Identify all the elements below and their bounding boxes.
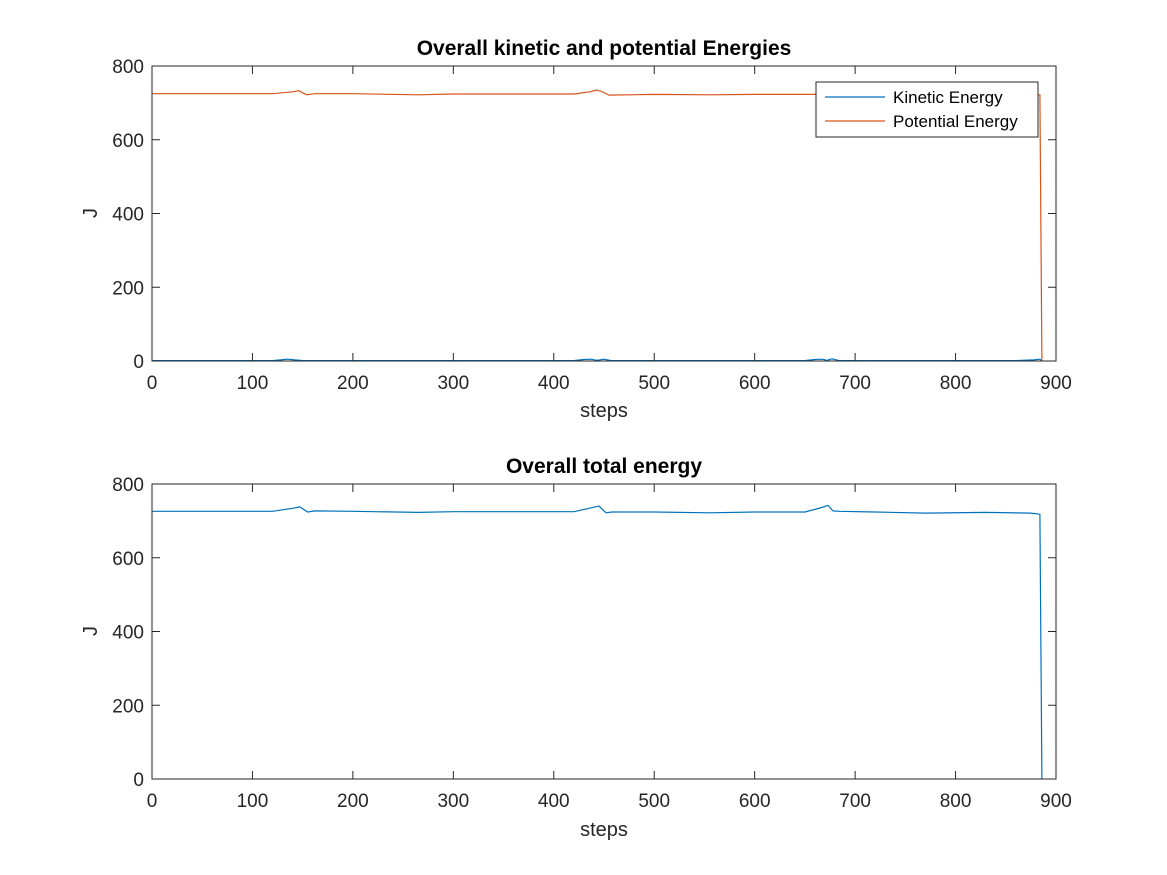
y-axis-label: J — [80, 626, 102, 636]
x-tick-label: 800 — [940, 791, 972, 812]
x-tick-label: 700 — [839, 373, 871, 394]
x-tick-label: 500 — [638, 373, 670, 394]
x-tick-label: 100 — [237, 791, 269, 812]
chart-title: Overall total energy — [506, 455, 702, 478]
series-line-0 — [152, 504, 1043, 780]
x-tick-label: 300 — [437, 373, 469, 394]
total-energy-plot: Overall total energy 0 100 200 300 400 500 600… — [80, 455, 1072, 841]
plot-area — [152, 484, 1056, 779]
y-tick-label: 800 — [112, 475, 144, 496]
x-tick-label: 0 — [147, 373, 158, 394]
y-tick-label: 600 — [112, 131, 144, 152]
legend-label-potential: Potential Energy — [893, 112, 1018, 131]
x-axis-label: steps — [580, 819, 628, 841]
legend-label-kinetic: Kinetic Energy — [893, 88, 1003, 107]
x-tick-label: 400 — [538, 791, 570, 812]
x-tick-label: 500 — [638, 791, 670, 812]
y-tick-label: 0 — [133, 352, 144, 373]
x-tick-label: 600 — [739, 373, 771, 394]
x-tick-label: 400 — [538, 373, 570, 394]
x-tick-label: 300 — [437, 791, 469, 812]
x-tick-label: 200 — [337, 791, 369, 812]
chart-title: Overall kinetic and potential Energies — [417, 37, 792, 60]
x-tick-label: 700 — [839, 791, 871, 812]
x-axis-label: steps — [580, 400, 628, 422]
y-tick-label: 0 — [133, 770, 144, 791]
y-tick-label: 600 — [112, 549, 144, 570]
legend-box — [815, 81, 1039, 138]
series-lines — [152, 504, 1043, 780]
y-axis-label: J — [80, 208, 102, 218]
y-tick-label: 200 — [112, 696, 144, 717]
y-axis-ticks: 0 200 400 600 800 — [112, 57, 1056, 373]
x-axis-ticks: 0 100 200 300 400 500 600 700 800 900 — [147, 484, 1072, 812]
legend: Kinetic Energy Potential Energy — [815, 81, 1039, 138]
y-tick-label: 400 — [112, 205, 144, 226]
x-axis-ticks: 0 100 200 300 400 500 600 700 800 900 — [147, 66, 1072, 394]
x-tick-label: 600 — [739, 791, 771, 812]
y-tick-label: 400 — [112, 623, 144, 644]
y-tick-label: 200 — [112, 278, 144, 299]
x-tick-label: 800 — [940, 373, 972, 394]
y-axis-ticks: 0 200 400 600 800 — [112, 475, 1056, 791]
x-tick-label: 200 — [337, 373, 369, 394]
x-tick-label: 900 — [1040, 373, 1072, 394]
x-tick-label: 900 — [1040, 791, 1072, 812]
energy-components-plot: Overall kinetic and potential Energies 0… — [80, 37, 1072, 422]
y-tick-label: 800 — [112, 57, 144, 78]
x-tick-label: 100 — [237, 373, 269, 394]
x-tick-label: 0 — [147, 791, 158, 812]
